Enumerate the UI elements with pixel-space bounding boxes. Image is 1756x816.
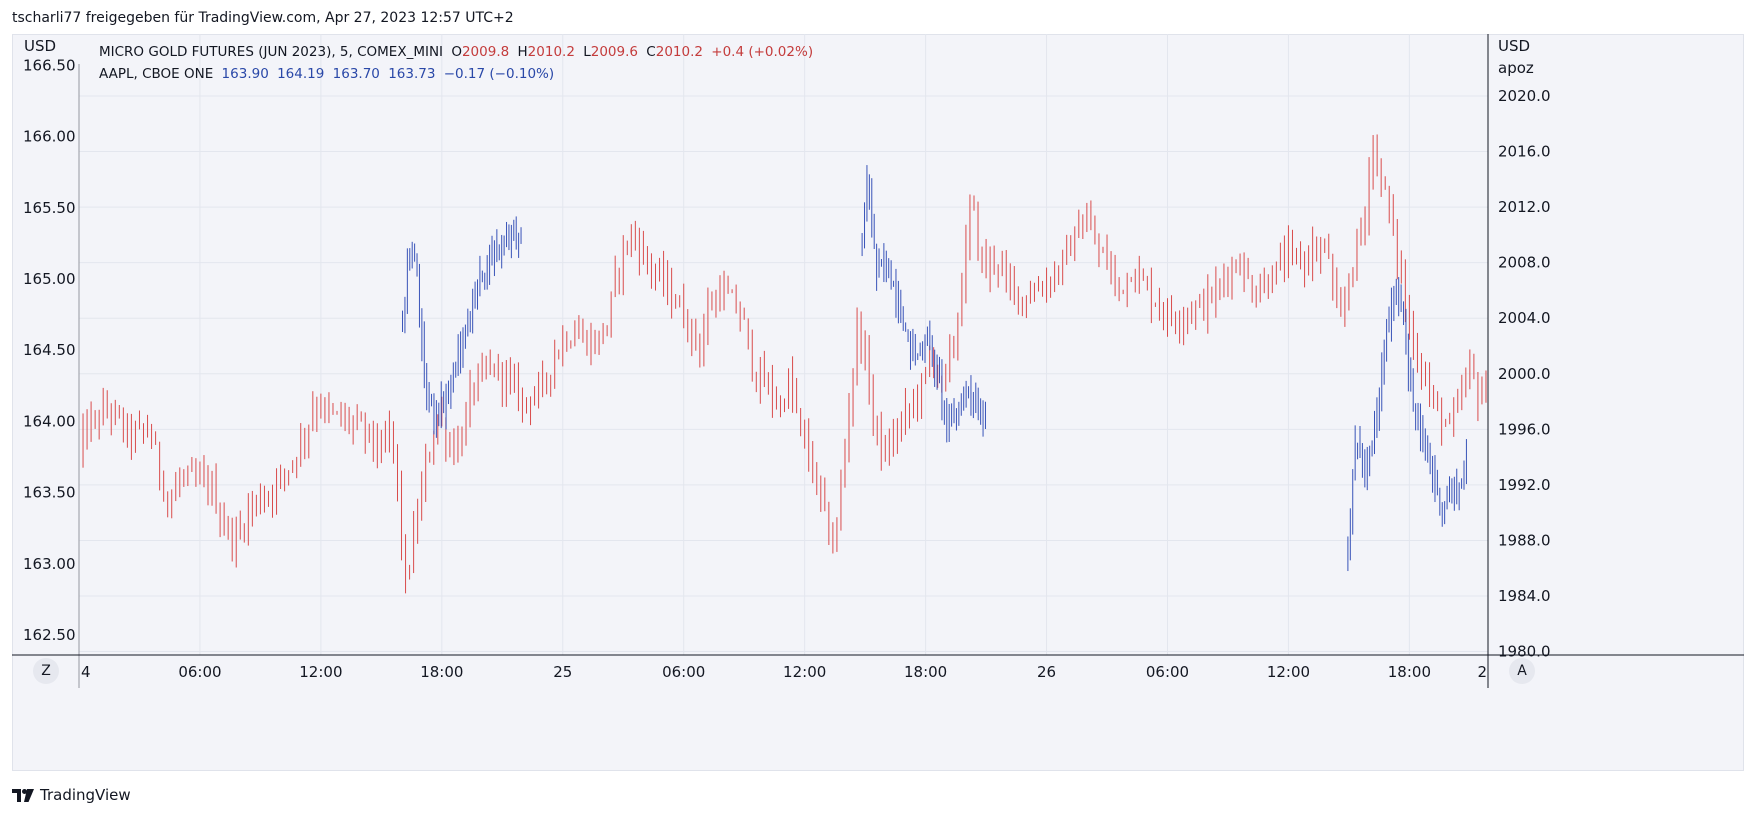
time-tick-label: 4: [81, 663, 91, 681]
left-tick-label: 163.50: [23, 484, 76, 502]
right-axis-ticks: 2020.0 2016.0 2012.0 2008.0 2004.0 2000.0 1996…: [1498, 87, 1551, 661]
right-axis-subunit: apoz: [1498, 59, 1534, 77]
aapl-bars: [402, 165, 1467, 572]
left-tick-label: 162.50: [23, 626, 76, 644]
right-tick-label: 1988.0: [1498, 531, 1551, 549]
legend-aapl-low: 163.70: [332, 66, 380, 82]
gold-bars: [78, 134, 1487, 594]
right-tick-label: 1992.0: [1498, 476, 1551, 494]
left-tick-label: 164.00: [23, 412, 76, 430]
legend-gold-high-label: H: [517, 44, 528, 60]
legend-gold-open: 2009.8: [461, 44, 510, 60]
legend-gold-low-label: L: [583, 44, 591, 60]
brand-label: TradingView: [40, 786, 131, 804]
legend-aapl[interactable]: AAPL, CBOE ONE 163.90 164.19 163.70 163.…: [99, 66, 558, 82]
right-tick-label: 2012.0: [1498, 198, 1551, 216]
legend-aapl-change: −0.17 (−0.10%): [443, 66, 555, 82]
left-tick-label: 165.00: [23, 270, 76, 288]
auto-scale-left-button[interactable]: Z: [33, 658, 59, 684]
tradingview-logo-icon: [12, 788, 34, 802]
right-tick-label: 1980.0: [1498, 643, 1551, 661]
auto-scale-right-button[interactable]: A: [1509, 658, 1535, 684]
time-tick-label: 06:00: [662, 663, 705, 681]
time-axis-ticks: 4 06:00 12:00 18:00 25 06:00 12:00 18:00 26 06:00…: [81, 663, 1487, 681]
right-tick-label: 2004.0: [1498, 309, 1551, 327]
left-tick-label: 166.00: [23, 128, 76, 146]
left-tick-label: 163.00: [23, 555, 76, 573]
time-tick-label: 26: [1037, 663, 1056, 681]
legend-aapl-close: 163.73: [388, 66, 436, 82]
legend-gold-change: +0.4 (+0.02%): [711, 44, 814, 60]
legend-gold-close: 2010.2: [655, 44, 703, 60]
attribution-text: tscharli77 freigegeben für TradingView.c…: [12, 10, 514, 26]
legend-gold-high: 2010.2: [527, 44, 575, 60]
time-tick-label: 2: [1477, 663, 1487, 681]
time-tick-label: 18:00: [1388, 663, 1431, 681]
legend-gold-name: MICRO GOLD FUTURES (JUN 2023), 5, COMEX_…: [99, 44, 444, 60]
legend-gold-low: 2009.6: [590, 44, 638, 60]
legend-gold-open-label: O: [451, 44, 462, 60]
left-tick-label: 164.50: [23, 341, 76, 359]
time-tick-label: 25: [553, 663, 572, 681]
left-tick-label: 165.50: [23, 199, 76, 217]
left-tick-label: 166.50: [23, 56, 76, 74]
grid-lines: [79, 34, 1488, 655]
right-tick-label: 1984.0: [1498, 587, 1551, 605]
tradingview-brand[interactable]: TradingView: [12, 786, 131, 804]
right-tick-label: 2016.0: [1498, 143, 1551, 161]
time-tick-label: 18:00: [904, 663, 947, 681]
axes-lines: [12, 34, 1744, 688]
time-tick-label: 06:00: [1146, 663, 1189, 681]
legend-gold-close-label: C: [646, 44, 656, 60]
legend-aapl-name: AAPL, CBOE ONE: [99, 66, 214, 82]
time-tick-label: 12:00: [1267, 663, 1310, 681]
left-axis-ticks: 166.50 166.00 165.50 165.00 164.50 164.00 163.…: [23, 56, 76, 644]
right-tick-label: 1996.0: [1498, 420, 1551, 438]
legend-aapl-open: 163.90: [221, 66, 269, 82]
right-tick-label: 2000.0: [1498, 365, 1551, 383]
chart-frame[interactable]: [12, 34, 1744, 771]
legend-gold[interactable]: MICRO GOLD FUTURES (JUN 2023), 5, COMEX_…: [99, 44, 817, 60]
time-tick-label: 06:00: [178, 663, 221, 681]
time-tick-label: 12:00: [299, 663, 342, 681]
right-tick-label: 2020.0: [1498, 87, 1551, 105]
left-axis-unit: USD: [24, 37, 57, 55]
right-axis-unit: USD: [1498, 37, 1531, 55]
legend-aapl-high: 164.19: [277, 66, 325, 82]
time-tick-label: 18:00: [420, 663, 463, 681]
right-tick-label: 2008.0: [1498, 254, 1551, 272]
time-tick-label: 12:00: [783, 663, 826, 681]
